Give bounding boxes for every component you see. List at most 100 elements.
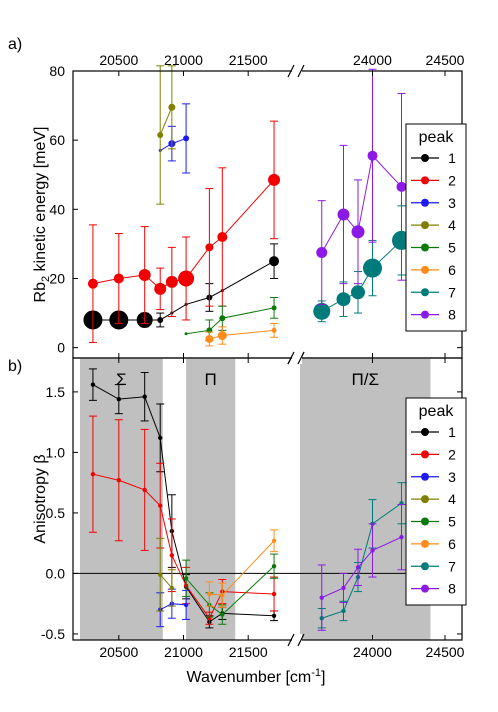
x-label-sup: -1 <box>311 667 321 679</box>
panel-letter: a) <box>8 36 22 53</box>
legend-marker-2 <box>421 176 429 185</box>
axis-break-mark <box>297 351 305 365</box>
legend-label-7: 7 <box>448 558 456 574</box>
y-tick-label: 80 <box>49 63 65 79</box>
data-point-peak-8 <box>396 181 407 192</box>
data-point-peak-2 <box>87 278 98 289</box>
data-point-peak-6 <box>271 327 277 333</box>
y-tick-label: 40 <box>49 201 65 217</box>
data-point-peak-8 <box>399 534 404 540</box>
data-point-peak-6 <box>205 334 214 343</box>
data-point-peak-8 <box>319 595 324 600</box>
region-label: Π/Σ <box>351 370 379 389</box>
legend-label-8: 8 <box>448 581 456 597</box>
legend-marker-7 <box>421 288 429 297</box>
legend-marker-7 <box>421 562 429 571</box>
legend-label-6: 6 <box>448 262 456 278</box>
data-point-peak-8 <box>370 548 375 553</box>
legend-label-1: 1 <box>448 150 456 166</box>
data-point-peak-7 <box>351 285 365 300</box>
legend-marker-8 <box>421 310 429 319</box>
legend-marker-1 <box>421 154 429 162</box>
data-point-peak-2 <box>113 273 124 284</box>
legend-label-4: 4 <box>448 217 456 233</box>
x-label-main: Wavenumber [cm <box>186 669 311 686</box>
data-point-peak-6 <box>271 538 277 543</box>
data-point-peak-5 <box>271 563 277 569</box>
series-line-8 <box>321 154 402 253</box>
data-point-peak-2 <box>165 275 178 288</box>
axis-break-mark <box>287 351 295 365</box>
series-line-4 <box>159 574 173 589</box>
legend-label-3: 3 <box>448 469 456 485</box>
data-point-peak-5 <box>184 332 188 336</box>
data-point-peak-5 <box>219 315 226 322</box>
data-point-peak-1 <box>158 435 163 441</box>
axis-break-mark <box>297 633 305 647</box>
y-tick-label: 1.5 <box>46 384 66 400</box>
x-tick-label-top: 21500 <box>229 52 268 68</box>
x-tick-label-bottom: 24000 <box>353 644 392 660</box>
data-point-peak-2 <box>178 270 195 287</box>
legend-marker-4 <box>421 495 429 504</box>
data-point-peak-2 <box>154 282 167 295</box>
legend-label-3: 3 <box>448 195 456 211</box>
data-point-peak-8 <box>316 247 328 259</box>
legend-label-8: 8 <box>448 307 456 323</box>
data-point-peak-2 <box>169 553 175 558</box>
legend-panel-b: peak 1 2 3 4 5 6 7 8 <box>405 397 467 606</box>
data-point-peak-7 <box>341 608 346 614</box>
legend-panel-a: peak 1 2 3 4 5 6 7 8 <box>405 123 467 332</box>
x-tick-label-bottom: 20500 <box>99 644 138 660</box>
legend-title: peak <box>419 403 455 420</box>
data-point-peak-2 <box>205 243 214 252</box>
legend-marker-3 <box>421 472 429 481</box>
legend-marker-5 <box>421 517 429 526</box>
legend-marker-4 <box>421 221 429 230</box>
legend-title: peak <box>419 129 455 146</box>
legend-box <box>405 123 467 332</box>
panel-b-anisotropy-chart: Σ Π Π/Σ -0.5 0.0 0.5 1.0 1.5 20500 21000 21500 2400… <box>8 351 465 686</box>
data-point-peak-1 <box>90 382 96 387</box>
data-point-peak-2 <box>116 478 122 483</box>
x-tick-label-bottom: 21500 <box>229 644 268 660</box>
x-tick-label-top: 21000 <box>164 52 203 68</box>
plot-frame <box>72 70 463 359</box>
legend-label-5: 5 <box>448 514 456 530</box>
series-line-5 <box>186 307 275 335</box>
data-point-peak-8 <box>341 585 346 591</box>
legend-box <box>405 397 467 606</box>
axis-break-mark <box>297 64 305 78</box>
axis-break-gap <box>292 65 302 77</box>
data-point-peak-7 <box>363 258 382 278</box>
data-point-peak-1 <box>116 396 122 402</box>
axis-break-mark <box>287 64 295 78</box>
legend-label-6: 6 <box>448 536 456 552</box>
panel-letter: b) <box>8 358 22 375</box>
x-tick-label-bottom: 24500 <box>426 644 465 660</box>
y-tick-label: 60 <box>49 132 65 148</box>
data-point-peak-2 <box>142 487 147 493</box>
y-label-sub: 2 <box>40 276 52 282</box>
data-point-peak-2 <box>158 503 163 508</box>
data-point-peak-8 <box>337 208 350 221</box>
data-point-peak-4 <box>158 572 163 577</box>
data-point-peak-6 <box>217 331 227 341</box>
data-point-peak-2 <box>138 269 151 282</box>
legend-marker-3 <box>421 198 429 207</box>
legend-marker-1 <box>421 428 429 436</box>
legend-marker-6 <box>421 265 429 274</box>
data-point-peak-4 <box>157 131 164 138</box>
legend-marker-8 <box>421 584 429 593</box>
shaded-region <box>80 358 163 640</box>
region-label: Σ <box>116 370 127 389</box>
y-tick-label: -0.5 <box>41 626 65 642</box>
data-point-peak-4 <box>168 103 176 111</box>
legend-label-7: 7 <box>448 284 456 300</box>
series-line-5 <box>185 565 275 616</box>
series-line-7 <box>321 240 402 312</box>
legend-marker-6 <box>421 539 429 548</box>
y-axis-label: Anisotropy β <box>32 454 49 543</box>
data-point-peak-3 <box>183 602 189 608</box>
